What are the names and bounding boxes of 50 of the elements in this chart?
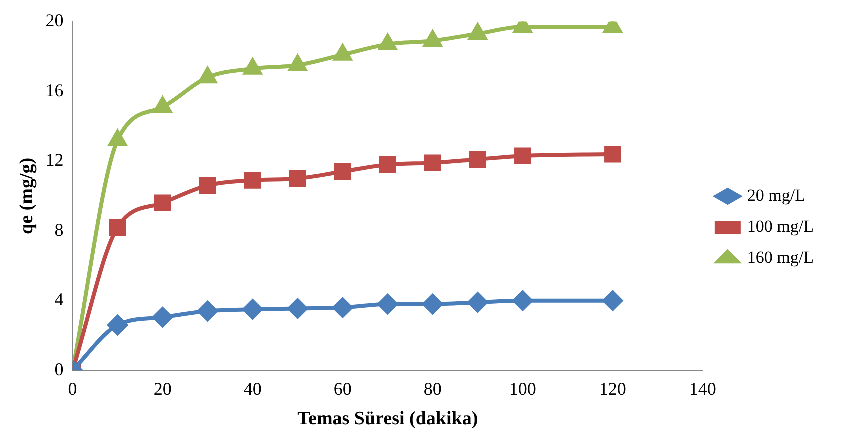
point — [152, 307, 173, 328]
legend-label: 20 mg/L — [747, 186, 806, 205]
point — [468, 24, 487, 40]
point — [244, 172, 262, 189]
point — [424, 30, 442, 47]
point — [514, 148, 532, 164]
point — [604, 146, 622, 163]
point — [468, 292, 488, 313]
point — [378, 34, 397, 50]
point — [198, 301, 218, 322]
y-axis-title: qe (mg/g) — [16, 158, 38, 234]
x-tick-label: 140 — [689, 379, 716, 400]
legend-label: 160 mg/L — [747, 248, 814, 267]
point — [108, 130, 127, 146]
point — [242, 300, 263, 320]
y-tick-label: 0 — [54, 359, 64, 380]
point — [334, 44, 352, 61]
x-tick-label: 40 — [244, 379, 262, 400]
y-tick-label: 12 — [46, 150, 64, 170]
y-tick-label: 20 — [46, 10, 64, 31]
point — [470, 151, 486, 168]
y-tick-label: 8 — [54, 220, 64, 240]
point — [379, 156, 396, 174]
x-tick-label: 0 — [68, 379, 78, 400]
point — [289, 170, 306, 188]
point — [109, 219, 126, 236]
point — [334, 163, 352, 180]
point — [108, 315, 128, 336]
x-tick-label: 20 — [154, 379, 172, 400]
x-tick-label: 120 — [599, 379, 626, 400]
point — [512, 290, 533, 311]
x-tick-label: 100 — [509, 379, 536, 400]
x-axis-title: Temas Süresi (dakika) — [298, 408, 478, 430]
x-tick-label: 80 — [424, 379, 442, 400]
point — [154, 194, 172, 212]
point — [424, 154, 442, 172]
point — [378, 294, 398, 314]
point — [422, 294, 443, 314]
point — [199, 177, 216, 194]
point — [288, 298, 308, 319]
point — [244, 58, 262, 75]
legend-label: 100 mg/L — [747, 216, 814, 236]
point — [288, 55, 307, 72]
point — [602, 290, 623, 311]
x-tick-label: 60 — [334, 379, 352, 400]
point — [154, 97, 172, 114]
point — [198, 68, 217, 84]
point — [332, 298, 353, 318]
y-tick-label: 16 — [46, 80, 64, 100]
y-tick-label: 4 — [54, 290, 64, 310]
